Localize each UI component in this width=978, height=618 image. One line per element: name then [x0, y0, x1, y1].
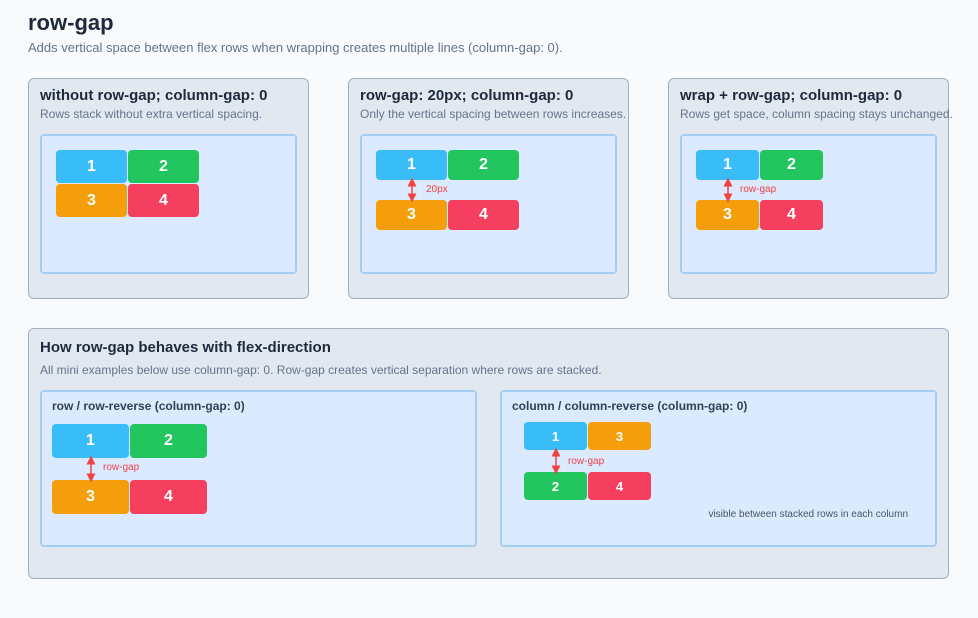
- flex-item: 1: [524, 422, 587, 450]
- flex-item: 1: [56, 150, 127, 183]
- panel-title: wrap + row-gap; column-gap: 0: [680, 87, 903, 104]
- flex-item: 2: [130, 424, 207, 458]
- section-desc: All mini examples below use column-gap: …: [40, 363, 602, 377]
- panel-desc: Rows stack without extra vertical spacin…: [40, 107, 263, 121]
- flex-item: 2: [524, 472, 587, 500]
- demo-box: [500, 390, 937, 547]
- flex-item: 4: [448, 200, 519, 230]
- flex-item: 2: [128, 150, 199, 183]
- gap-label: row-gap: [568, 456, 605, 467]
- gap-label: 20px: [426, 184, 448, 195]
- demo-box: [40, 390, 477, 547]
- flex-item: 4: [130, 480, 207, 514]
- panel-desc: Only the vertical spacing between rows i…: [360, 107, 627, 121]
- flex-item: 4: [588, 472, 651, 500]
- panel-desc: Rows get space, column spacing stays unc…: [680, 107, 953, 121]
- note: visible between stacked rows in each col…: [708, 509, 908, 520]
- flex-item: 4: [760, 200, 823, 230]
- subtitle: Adds vertical space between flex rows wh…: [28, 40, 563, 55]
- flex-item: 2: [448, 150, 519, 180]
- flex-item: 3: [588, 422, 651, 450]
- flex-item: 4: [128, 184, 199, 217]
- gap-label: row-gap: [740, 184, 777, 195]
- flex-item: 1: [52, 424, 129, 458]
- section-title: How row-gap behaves with flex-direction: [40, 339, 331, 356]
- flex-item: 2: [760, 150, 823, 180]
- flex-item: 3: [696, 200, 759, 230]
- example-title: row / row-reverse (column-gap: 0): [52, 399, 245, 413]
- flex-item: 1: [376, 150, 447, 180]
- panel-title: row-gap: 20px; column-gap: 0: [360, 87, 574, 104]
- flex-item: 3: [56, 184, 127, 217]
- flex-item: 1: [696, 150, 759, 180]
- gap-label: row-gap: [103, 462, 140, 473]
- flex-item: 3: [376, 200, 447, 230]
- panel-title: without row-gap; column-gap: 0: [40, 87, 268, 104]
- title: row-gap: [28, 10, 114, 35]
- example-title: column / column-reverse (column-gap: 0): [512, 399, 748, 413]
- flex-item: 3: [52, 480, 129, 514]
